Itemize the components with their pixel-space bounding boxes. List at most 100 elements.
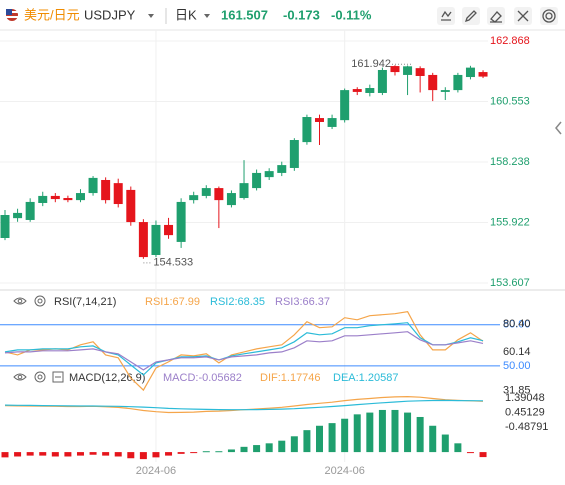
draw-tool-button[interactable] bbox=[437, 7, 455, 25]
y-tick-label: 160.553 bbox=[490, 95, 530, 107]
flag-icon bbox=[6, 9, 18, 21]
histogram-bar bbox=[253, 445, 261, 453]
candle-body bbox=[75, 193, 85, 201]
histogram-bar bbox=[39, 452, 47, 456]
histogram-bar bbox=[265, 443, 273, 453]
symbol-caret[interactable] bbox=[148, 14, 154, 18]
low-label: 154.533 bbox=[153, 257, 193, 269]
candle-body bbox=[138, 222, 148, 258]
period-caret[interactable] bbox=[204, 14, 210, 18]
histogram-bar bbox=[89, 452, 97, 455]
histogram-bar bbox=[14, 452, 22, 457]
legend-entry: DIF:1.17746 bbox=[260, 372, 321, 384]
histogram-bar bbox=[454, 443, 462, 453]
histogram-bar bbox=[404, 412, 412, 453]
collapse-arrow[interactable] bbox=[555, 121, 562, 135]
macd-title: MACD(12,26,9) bbox=[69, 372, 145, 384]
histogram-bar bbox=[76, 452, 84, 456]
candle-body bbox=[189, 195, 199, 201]
candle-body bbox=[264, 171, 274, 178]
candle-body bbox=[327, 118, 337, 127]
histogram-bar bbox=[391, 409, 399, 453]
candle-body bbox=[352, 89, 362, 92]
candle-body bbox=[113, 183, 123, 205]
series-line bbox=[4, 322, 484, 376]
histogram-bar bbox=[303, 430, 311, 453]
y-tick-label: 1.39048 bbox=[505, 392, 545, 404]
symbol: USDJPY bbox=[84, 7, 136, 22]
candle-body bbox=[13, 212, 23, 219]
candle-body bbox=[226, 193, 236, 206]
histogram-bar bbox=[479, 452, 487, 458]
histogram-bar bbox=[278, 440, 286, 453]
x-tick-label: 2024-06 bbox=[136, 465, 176, 477]
legend-entry: RSI1:67.99 bbox=[145, 296, 200, 308]
y-tick-label: 158.238 bbox=[490, 156, 530, 168]
legend-entry: MACD:-0.05682 bbox=[163, 372, 242, 384]
y-tick-label: 80.00 bbox=[503, 319, 531, 331]
erase-tool-button[interactable] bbox=[487, 7, 505, 25]
series-line bbox=[4, 331, 484, 371]
y-tick-label: -0.48791 bbox=[505, 421, 548, 433]
histogram-bar bbox=[102, 452, 110, 456]
histogram-bar bbox=[1, 452, 9, 458]
pen-tool-button[interactable] bbox=[462, 7, 480, 25]
histogram-bar bbox=[227, 449, 235, 453]
y-tick-label: 60.14 bbox=[503, 346, 531, 358]
candle-body bbox=[0, 215, 10, 238]
rsi-icons[interactable] bbox=[13, 295, 46, 307]
candle-body bbox=[365, 88, 375, 93]
histogram-bar bbox=[416, 416, 424, 453]
candle-body bbox=[101, 179, 111, 201]
candle-body bbox=[50, 195, 60, 200]
fullscreen-button[interactable] bbox=[514, 7, 532, 25]
histogram-bar bbox=[366, 412, 374, 453]
y-tick-label: 0.45129 bbox=[505, 406, 545, 418]
y-tick-label: 31.85 bbox=[503, 385, 531, 397]
candle-body bbox=[214, 188, 224, 201]
histogram-bar bbox=[466, 452, 474, 454]
symbol-name: 美元/日元 bbox=[24, 7, 80, 22]
settings-button[interactable] bbox=[540, 7, 558, 25]
candle-body bbox=[415, 68, 425, 76]
candle-body bbox=[478, 72, 488, 77]
macd-icons[interactable] bbox=[13, 371, 64, 383]
candle-body bbox=[201, 188, 211, 196]
candle-body bbox=[126, 189, 136, 223]
toolbar bbox=[437, 7, 558, 25]
period[interactable]: 日K bbox=[175, 7, 197, 22]
candle-body bbox=[315, 118, 324, 122]
last-price: 161.507 bbox=[221, 7, 268, 22]
candle-body bbox=[289, 140, 299, 168]
histogram-bar bbox=[165, 452, 173, 456]
candle-body bbox=[25, 201, 35, 220]
histogram-bar bbox=[441, 434, 449, 453]
legend-entry: RSI3:66.37 bbox=[275, 296, 330, 308]
legend-entry: RSI2:68.35 bbox=[210, 296, 265, 308]
candle-body bbox=[428, 74, 438, 91]
candle-body bbox=[277, 165, 287, 173]
histogram-bar bbox=[114, 452, 122, 457]
histogram-bar bbox=[202, 451, 210, 453]
histogram-bar bbox=[26, 452, 34, 456]
histogram-bar bbox=[190, 452, 198, 454]
histogram-bar bbox=[177, 452, 185, 454]
histogram-bar bbox=[139, 452, 147, 460]
histogram-bar bbox=[341, 418, 349, 453]
candle-body bbox=[440, 90, 450, 92]
high-label: 161.942 bbox=[351, 58, 391, 70]
candle-body bbox=[403, 66, 413, 75]
candle-body bbox=[453, 74, 463, 91]
histogram-bar bbox=[51, 452, 59, 457]
series-line bbox=[4, 399, 484, 411]
y-tick-label: 155.922 bbox=[490, 216, 530, 228]
candle-body bbox=[164, 224, 174, 236]
histogram-bar bbox=[328, 423, 336, 453]
candle-body bbox=[390, 66, 400, 73]
candle-body bbox=[88, 177, 98, 194]
candle-body bbox=[377, 69, 387, 93]
candle-body bbox=[239, 183, 249, 199]
histogram-bar bbox=[290, 436, 298, 453]
